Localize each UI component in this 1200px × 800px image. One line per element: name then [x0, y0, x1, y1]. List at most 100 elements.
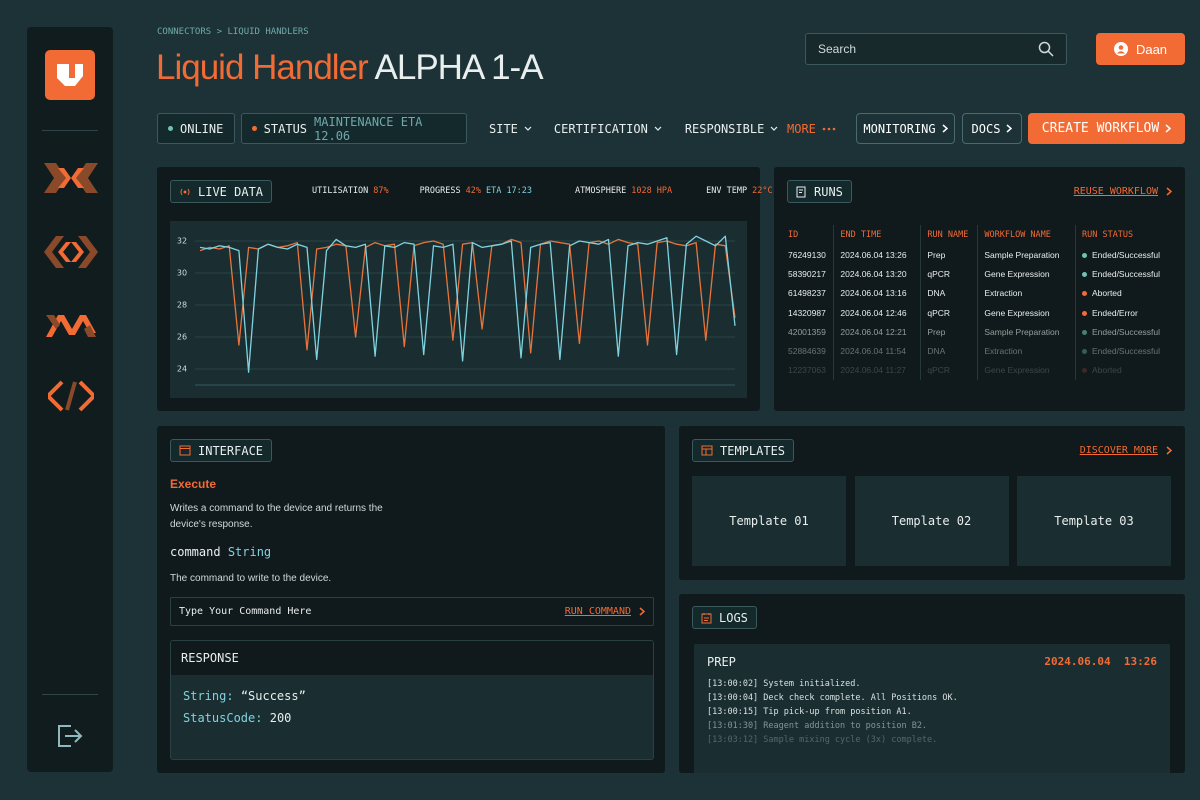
user-icon — [1113, 42, 1128, 56]
nav-icon-api[interactable] — [44, 236, 98, 268]
run-command-link[interactable]: RUN COMMAND — [565, 606, 645, 617]
status-badge: STATUS MAINTENANCE ETA 12.06 — [241, 113, 467, 144]
method-name: Execute — [170, 477, 217, 491]
command-input[interactable]: Type Your Command Here RUN COMMAND — [170, 597, 654, 626]
panel-title-text: INTERFACE — [198, 443, 264, 458]
cell-text: qPCR — [927, 307, 951, 318]
log-line: [13:00:15] Tip pick-up from position A1. — [707, 707, 912, 717]
cell-text: Gene Expression — [984, 365, 1050, 376]
run-cell: DNA — [920, 283, 978, 303]
stat-label: PROGRESS — [419, 186, 461, 196]
status-dot — [1081, 349, 1087, 355]
param-description: The command to write to the device. — [170, 573, 332, 584]
series-line — [199, 238, 736, 354]
run-row[interactable]: 42001359 2024.06.04 12:21 Prep Sample Prepa… — [786, 322, 1176, 342]
nav-icon-code[interactable] — [48, 380, 94, 412]
cell-text: Prep — [927, 326, 946, 337]
run-cell: 2024.06.04 13:26 — [833, 245, 921, 265]
log-entry-title: PREP — [707, 655, 736, 669]
y-tick-label: 24 — [177, 365, 187, 374]
nav-icon-flow[interactable] — [46, 311, 96, 337]
run-row[interactable]: 61498237 2024.06.04 13:16 DNA Extraction Abo… — [786, 283, 1176, 303]
discover-more-link[interactable]: DISCOVER MORE — [1080, 445, 1172, 456]
cell-text: 2024.06.04 13:16 — [840, 288, 907, 299]
sidebar — [27, 27, 113, 772]
run-cell: 52884639 — [786, 341, 834, 360]
response-line: String: “Success” — [183, 685, 641, 707]
chevron — [654, 126, 662, 131]
cell-text: Prep — [927, 249, 946, 260]
stats: UTILISATION 87% PROGRESS 42% ETA 17:23 ATMOSP… — [312, 186, 773, 196]
reuse-workflow-link[interactable]: REUSE WORKFLOW — [1074, 186, 1172, 197]
column-header: ID — [788, 230, 799, 240]
run-row[interactable]: 14320987 2024.06.04 12:46 qPCR Gene Express… — [786, 302, 1176, 323]
run-row[interactable]: 12237063 2024.06.04 11:27 qPCR Gene Express… — [786, 360, 1176, 381]
cell-text: Ended/Successful — [1091, 346, 1161, 357]
monitoring-button[interactable]: MONITORING — [856, 113, 955, 144]
menu-item[interactable]: SITE — [489, 122, 532, 136]
menu-item[interactable]: RESPONSIBLE — [685, 122, 778, 136]
run-cell: 12237063 — [786, 361, 834, 380]
run-cell: Aborted — [1074, 360, 1176, 381]
breadcrumb[interactable]: CONNECTORS > LIQUID HANDLERS — [157, 27, 309, 37]
logout-icon[interactable] — [57, 724, 83, 748]
stat-label: ENV TEMP — [706, 186, 748, 196]
run-cell: Sample Preparation — [977, 322, 1076, 342]
create-workflow-button[interactable]: CREATE WORKFLOW — [1028, 113, 1185, 144]
cell-text: 2024.06.04 13:26 — [840, 249, 907, 260]
run-cell: qPCR — [920, 264, 978, 284]
cell-text: 42001359 — [788, 326, 826, 337]
run-row[interactable]: 52884639 2024.06.04 11:54 DNA Extraction End… — [786, 341, 1176, 361]
cell-text: 52884639 — [788, 346, 826, 357]
cell-text: Ended/Successful — [1091, 326, 1161, 337]
search-box[interactable]: Search — [805, 33, 1067, 65]
template-card[interactable]: Template 02 — [854, 476, 1009, 566]
cell-text: Ended/Error — [1091, 307, 1138, 318]
run-cell: 61498237 — [786, 284, 834, 303]
panel-title: LIVE DATA — [170, 180, 273, 203]
log-timestamp: 2024.06.04 13:26 — [1044, 655, 1157, 668]
docs-button[interactable]: DOCS — [962, 113, 1022, 144]
run-cell: Prep — [920, 245, 978, 265]
button-text: DOCS — [971, 121, 1001, 136]
run-cell: 14320987 — [786, 303, 834, 322]
run-cell: qPCR — [920, 302, 978, 323]
run-cell: Extraction — [977, 341, 1076, 361]
nav-icon-connectors[interactable] — [44, 163, 98, 193]
user-button[interactable]: Daan — [1096, 33, 1185, 65]
log-time: 13:26 — [1123, 655, 1157, 668]
input-placeholder: Type Your Command Here — [179, 606, 312, 617]
status-dot — [1081, 252, 1087, 258]
run-row[interactable]: 58390217 2024.06.04 13:20 qPCR Gene Express… — [786, 264, 1176, 284]
log-line: [13:03:12] Sample mixing cycle (3x) comp… — [707, 735, 938, 745]
log-box: PREP 2024.06.04 13:26 [13:00:02] System … — [694, 644, 1170, 773]
cell-text: qPCR — [927, 365, 951, 376]
more-menu[interactable]: MORE — [787, 113, 836, 144]
run-cell: Extraction — [977, 283, 1076, 303]
run-row[interactable]: 76249130 2024.06.04 13:26 Prep Sample Prepa… — [786, 245, 1176, 265]
run-cell: Sample Preparation — [977, 245, 1076, 265]
logo[interactable] — [45, 50, 95, 100]
link-text: DISCOVER MORE — [1079, 445, 1158, 456]
interface-panel: INTERFACE Execute Writes a command to th… — [157, 426, 665, 773]
template-card[interactable]: Template 03 — [1017, 476, 1171, 566]
y-tick-label: 28 — [177, 301, 187, 310]
template-card[interactable]: Template 01 — [692, 476, 846, 566]
run-cell: 2024.06.04 11:54 — [833, 341, 921, 361]
menu-item[interactable]: CERTIFICATION — [554, 122, 662, 136]
run-cell: Ended/Successful — [1074, 264, 1176, 284]
user-name: Daan — [1135, 41, 1168, 57]
search-icon — [1038, 41, 1054, 57]
cell-text: Extraction — [984, 288, 1023, 299]
stat-label: UTILISATION — [312, 186, 369, 196]
cell-text: Gene Expression — [984, 307, 1050, 318]
run-cell: Ended/Successful — [1074, 245, 1176, 265]
status-value: MAINTENANCE ETA 12.06 — [314, 114, 423, 143]
run-cell: Gene Expression — [977, 360, 1076, 381]
more-text: MORE — [787, 121, 816, 136]
log-date: 2024.06.04 — [1044, 655, 1111, 668]
menu-bar: SITE CERTIFICATION RESPONSIBLE — [489, 113, 801, 144]
run-cell: Ended/Error — [1074, 302, 1176, 323]
cell-text: qPCR — [927, 268, 951, 279]
